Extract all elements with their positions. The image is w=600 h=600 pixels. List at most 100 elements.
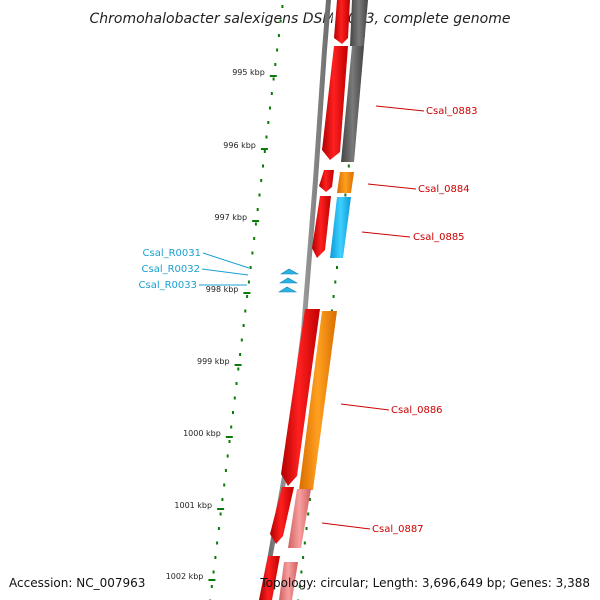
cds-dark-2 bbox=[341, 46, 364, 162]
genome-backbone bbox=[259, 0, 336, 600]
ruler-dot bbox=[332, 295, 335, 298]
accession-text: Accession: NC_007963 bbox=[9, 576, 145, 590]
ruler-dot bbox=[239, 353, 242, 356]
ruler-dot bbox=[223, 483, 226, 487]
topology-text: Topology: circular; Length: 3,696,649 bp… bbox=[259, 576, 590, 590]
rna-arrow-2 bbox=[278, 277, 299, 284]
ruler-dot bbox=[240, 338, 243, 342]
ruler-label-999: 999 kbp bbox=[197, 357, 230, 366]
ruler-dot bbox=[307, 512, 310, 516]
ruler-labels: 995 kbp 996 kbp 997 kbp 998 kbp 999 kbp … bbox=[166, 68, 265, 581]
gene-label-csal-0885[interactable]: Csal_0885 bbox=[413, 232, 465, 243]
rna-label-csal-r0033[interactable]: Csal_R0033 bbox=[139, 280, 198, 291]
ruler-dot bbox=[272, 77, 275, 81]
inner-feature-5 bbox=[281, 309, 320, 486]
ruler-dot bbox=[233, 396, 236, 400]
ruler-dot bbox=[230, 425, 233, 429]
ruler-dot bbox=[244, 309, 247, 313]
ruler-dot bbox=[214, 556, 217, 559]
ruler-dot bbox=[260, 179, 263, 182]
ruler-dot bbox=[216, 541, 219, 545]
gene-label-csal-0883[interactable]: Csal_0883 bbox=[426, 106, 478, 117]
ruler-dot bbox=[277, 34, 280, 37]
inner-track-features bbox=[259, 0, 350, 600]
ruler-dot bbox=[253, 237, 256, 240]
ruler-dot bbox=[279, 19, 282, 23]
cds-blue-1 bbox=[330, 197, 351, 258]
ruler-dot bbox=[269, 106, 271, 110]
ruler-dot bbox=[305, 527, 308, 530]
ruler-dot bbox=[224, 469, 227, 472]
ruler-dot bbox=[242, 324, 245, 327]
ruler-dot bbox=[247, 280, 250, 284]
ruler-dot bbox=[347, 164, 350, 168]
rna-label-csal-r0032[interactable]: Csal_R0032 bbox=[142, 264, 201, 275]
ruler-label-995: 995 kbp bbox=[232, 68, 265, 77]
gene-label-csal-0886[interactable]: Csal_0886 bbox=[391, 405, 443, 416]
ruler-label-996: 996 kbp bbox=[223, 141, 256, 150]
ruler-dot bbox=[226, 454, 229, 458]
ruler-label-1002: 1002 kbp bbox=[166, 572, 204, 581]
ruler-dot bbox=[249, 266, 252, 269]
ruler-dot bbox=[221, 498, 224, 501]
ruler-dot bbox=[210, 585, 213, 588]
ruler-dot bbox=[276, 48, 279, 52]
ruler-dot bbox=[246, 295, 249, 298]
outer-track-features bbox=[279, 0, 368, 600]
ruler-dot bbox=[298, 585, 301, 588]
cds-dark-1 bbox=[350, 0, 368, 46]
rna-leader-lines bbox=[199, 252, 250, 286]
ruler-dot bbox=[267, 121, 270, 124]
ruler-dot bbox=[232, 411, 234, 414]
inner-feature-2 bbox=[322, 46, 348, 160]
inner-feature-1 bbox=[334, 0, 350, 44]
rna-markers bbox=[277, 268, 300, 293]
ruler-dot bbox=[274, 63, 277, 66]
ruler-dot bbox=[344, 193, 347, 197]
ruler-dot bbox=[300, 570, 303, 574]
ruler-dot bbox=[254, 222, 257, 226]
ruler-dot bbox=[308, 498, 311, 501]
rna-arrow-1 bbox=[279, 268, 300, 275]
ruler-dot bbox=[219, 512, 222, 516]
map-title: Chromohalobacter salexigens DSM 3043, co… bbox=[90, 11, 511, 27]
cds-orange-2 bbox=[299, 311, 337, 490]
ruler-dot bbox=[262, 164, 264, 168]
ruler-dot bbox=[270, 92, 273, 95]
rna-labels: Csal_R0031 Csal_R0032 Csal_R0033 bbox=[139, 248, 202, 291]
rna-arrow-3 bbox=[277, 286, 298, 293]
gene-labels: Csal_0883 Csal_0884 Csal_0885 Csal_0886 … bbox=[372, 106, 478, 535]
inner-feature-3 bbox=[319, 170, 334, 192]
ruler-dot bbox=[258, 193, 261, 197]
cds-pink-2 bbox=[279, 562, 298, 600]
cds-orange-1 bbox=[337, 172, 354, 193]
inner-feature-6 bbox=[270, 487, 294, 544]
ruler-dot bbox=[334, 280, 337, 284]
ruler-dot bbox=[237, 367, 240, 371]
ruler-dot bbox=[265, 135, 268, 139]
ruler-dot bbox=[303, 541, 306, 545]
gene-label-csal-0887[interactable]: Csal_0887 bbox=[372, 524, 424, 535]
ruler-label-1001: 1001 kbp bbox=[174, 501, 212, 510]
ruler-ticks bbox=[208, 75, 277, 581]
ruler-dot bbox=[263, 150, 266, 153]
ruler-dot bbox=[251, 251, 254, 255]
rna-label-csal-r0031[interactable]: Csal_R0031 bbox=[143, 248, 202, 259]
ruler-dot bbox=[256, 208, 259, 211]
ruler-label-997: 997 kbp bbox=[214, 213, 247, 222]
inner-feature-7 bbox=[259, 556, 280, 600]
ruler-dot bbox=[235, 382, 238, 385]
ruler-dot bbox=[281, 5, 284, 8]
ruler-dot bbox=[336, 266, 338, 269]
inner-feature-4 bbox=[312, 196, 331, 258]
ruler-dot bbox=[212, 570, 215, 574]
gene-label-csal-0884[interactable]: Csal_0884 bbox=[418, 184, 470, 195]
ruler-label-998: 998 kbp bbox=[206, 285, 239, 294]
cds-pink-1 bbox=[288, 489, 311, 548]
ruler-dot bbox=[217, 527, 220, 530]
ruler-dot bbox=[228, 440, 231, 443]
ruler-dot bbox=[302, 556, 305, 559]
gene-leader-lines bbox=[321, 105, 425, 530]
ruler-label-1000: 1000 kbp bbox=[183, 429, 221, 438]
